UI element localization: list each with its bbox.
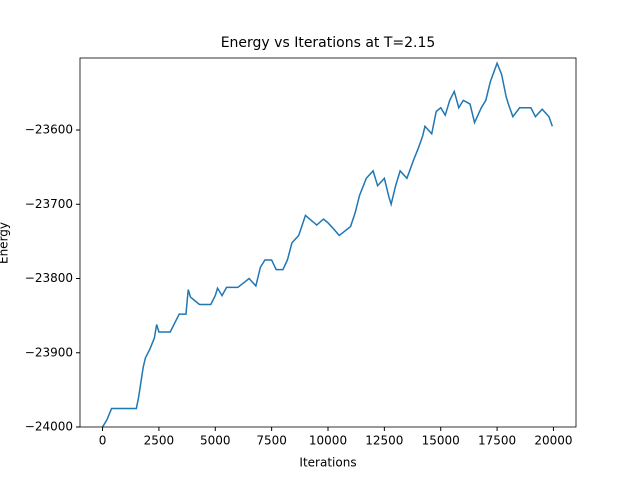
y-tick-label: −23900 bbox=[25, 345, 73, 359]
y-axis-label: Energy bbox=[0, 222, 11, 264]
y-tick-label: −23700 bbox=[25, 197, 73, 211]
x-tick-label: 2500 bbox=[144, 434, 175, 448]
x-axis-label: Iterations bbox=[299, 456, 356, 470]
x-tick-label: 7500 bbox=[256, 434, 287, 448]
x-tick-label: 5000 bbox=[200, 434, 231, 448]
y-tick-label: −23600 bbox=[25, 123, 73, 137]
x-tick-label: 12500 bbox=[365, 434, 403, 448]
x-tick-label: 10000 bbox=[309, 434, 347, 448]
x-tick-label: 20000 bbox=[534, 434, 572, 448]
chart-title: Energy vs Iterations at T=2.15 bbox=[221, 35, 436, 51]
x-tick-label: 15000 bbox=[422, 434, 460, 448]
x-tick-label: 17500 bbox=[478, 434, 516, 448]
data-line bbox=[101, 61, 554, 427]
y-tick-label: −24000 bbox=[25, 420, 73, 434]
y-tick-label: −23800 bbox=[25, 271, 73, 285]
x-tick-label: 0 bbox=[99, 434, 107, 448]
plot-frame bbox=[79, 57, 577, 428]
